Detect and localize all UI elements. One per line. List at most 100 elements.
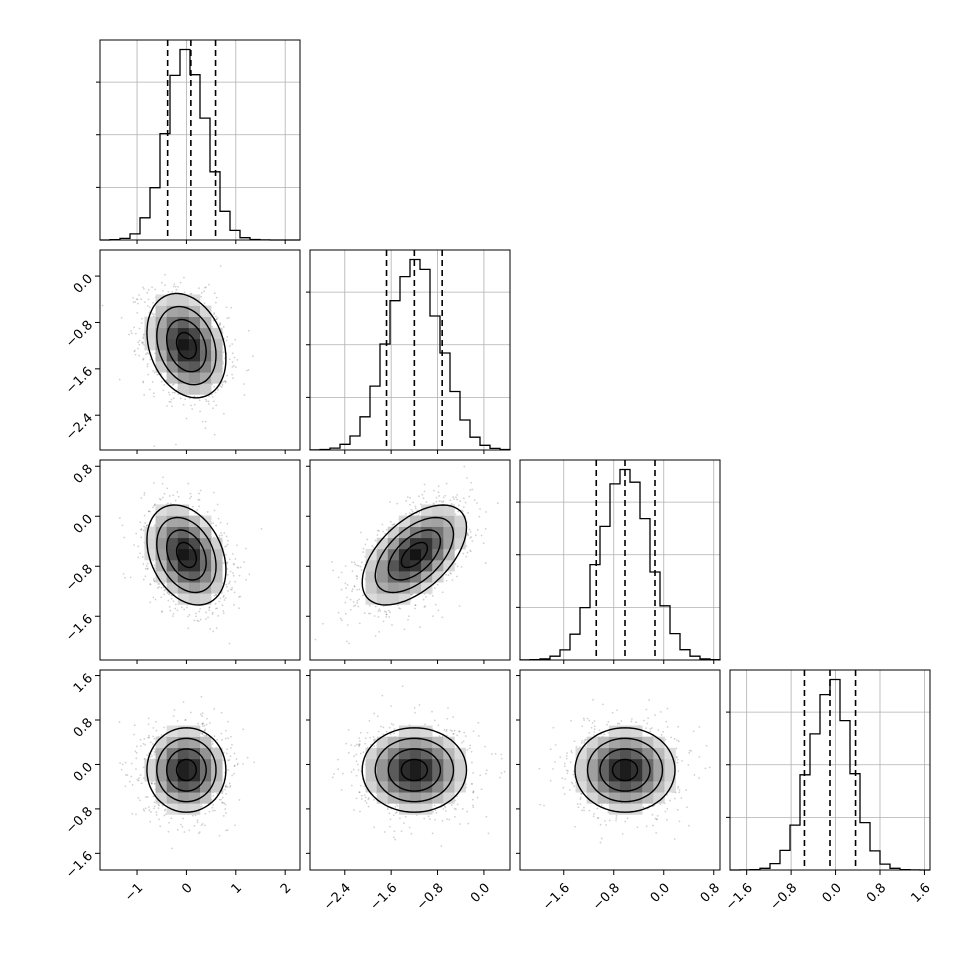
scatter-point bbox=[456, 575, 458, 578]
scatter-point bbox=[146, 796, 149, 798]
scatter-point bbox=[387, 609, 390, 612]
scatter-point bbox=[246, 756, 249, 759]
scatter-point bbox=[231, 553, 234, 555]
scatter-point bbox=[207, 616, 210, 619]
scatter-point bbox=[225, 752, 228, 755]
scatter-point bbox=[147, 567, 149, 570]
contour-line bbox=[175, 541, 197, 569]
density-cell bbox=[200, 361, 212, 373]
scatter-point bbox=[164, 588, 167, 591]
scatter-point bbox=[200, 805, 203, 808]
scatter-point bbox=[238, 607, 240, 610]
scatter-point bbox=[181, 606, 183, 609]
panel-2-1 bbox=[309, 459, 511, 661]
density-cell bbox=[177, 504, 190, 516]
scatter-point bbox=[218, 600, 221, 603]
density-cell bbox=[443, 504, 455, 516]
scatter-point bbox=[198, 287, 200, 290]
scatter-point bbox=[414, 604, 417, 607]
scatter-point bbox=[154, 598, 157, 601]
density-cell bbox=[398, 560, 411, 572]
scatter-point bbox=[237, 567, 240, 569]
scatter-point bbox=[120, 316, 123, 319]
scatter-point bbox=[454, 563, 457, 565]
scatter-point bbox=[469, 530, 472, 533]
scatter-point bbox=[118, 517, 121, 519]
scatter-point bbox=[185, 417, 188, 420]
scatter-point bbox=[148, 388, 151, 391]
scatter-point bbox=[199, 489, 202, 492]
scatter-point bbox=[449, 499, 452, 502]
scatter-point bbox=[174, 285, 177, 288]
scatter-point bbox=[219, 521, 222, 524]
scatter-point bbox=[223, 594, 225, 597]
scatter-point bbox=[223, 599, 226, 601]
scatter-point bbox=[362, 551, 365, 553]
scatter-point bbox=[160, 610, 163, 613]
density-cell bbox=[166, 361, 179, 373]
scatter-point bbox=[134, 332, 137, 335]
scatter-point bbox=[197, 832, 200, 835]
scatter-point bbox=[385, 615, 388, 618]
scatter-point bbox=[422, 598, 425, 601]
scatter-point bbox=[440, 500, 443, 503]
scatter-point bbox=[463, 465, 466, 468]
scatter-point bbox=[434, 587, 436, 590]
scatter-point bbox=[231, 373, 234, 376]
scatter-point bbox=[153, 577, 155, 580]
scatter-point bbox=[189, 293, 192, 295]
scatter-point bbox=[211, 383, 213, 386]
scatter-point bbox=[233, 591, 236, 594]
scatter-point bbox=[203, 824, 206, 827]
scatter-point bbox=[120, 768, 123, 771]
scatter-point bbox=[233, 765, 236, 767]
scatter-point bbox=[465, 545, 468, 548]
scatter-point bbox=[229, 786, 231, 788]
scatter-point bbox=[172, 285, 175, 288]
scatter-point bbox=[247, 369, 250, 371]
density-cell bbox=[188, 338, 201, 351]
scatter-point bbox=[158, 804, 161, 807]
scatter-point bbox=[351, 588, 354, 591]
scatter-point bbox=[208, 810, 211, 813]
scatter-point bbox=[191, 814, 194, 817]
scatter-point bbox=[221, 796, 224, 799]
scatter-point bbox=[232, 562, 235, 565]
scatter-point bbox=[243, 383, 245, 385]
scatter-point bbox=[199, 618, 202, 621]
scatter-point bbox=[137, 556, 140, 559]
scatter-point bbox=[230, 588, 233, 591]
contour-line bbox=[175, 331, 197, 360]
density-cell bbox=[365, 582, 377, 594]
density-cell bbox=[188, 383, 201, 395]
density-cell bbox=[211, 372, 223, 384]
scatter-point bbox=[101, 304, 104, 307]
scatter-point bbox=[142, 766, 145, 769]
scatter-point bbox=[140, 536, 143, 539]
scatter-point bbox=[144, 807, 147, 810]
scatter-point bbox=[245, 547, 247, 550]
scatter-point bbox=[224, 380, 226, 383]
scatter-point bbox=[350, 561, 353, 564]
scatter-point bbox=[168, 821, 170, 824]
scatter-point bbox=[140, 298, 143, 301]
scatter-point bbox=[231, 366, 234, 368]
scatter-point bbox=[142, 578, 145, 581]
scatter-point bbox=[376, 534, 379, 536]
density-cell bbox=[155, 515, 167, 527]
scatter-point bbox=[205, 400, 208, 403]
density-cell bbox=[177, 305, 190, 317]
scatter-point bbox=[158, 818, 160, 821]
scatter-point bbox=[166, 487, 169, 490]
scatter-point bbox=[337, 611, 340, 614]
density-cell bbox=[211, 571, 223, 583]
scatter-point bbox=[222, 351, 225, 354]
scatter-point bbox=[225, 784, 227, 787]
scatter-point bbox=[136, 298, 139, 301]
scatter-point bbox=[162, 389, 165, 392]
scatter-point bbox=[152, 726, 155, 729]
scatter-point bbox=[215, 404, 218, 407]
scatter-point bbox=[423, 490, 426, 493]
scatter-point bbox=[414, 507, 417, 510]
scatter-point bbox=[140, 745, 142, 747]
